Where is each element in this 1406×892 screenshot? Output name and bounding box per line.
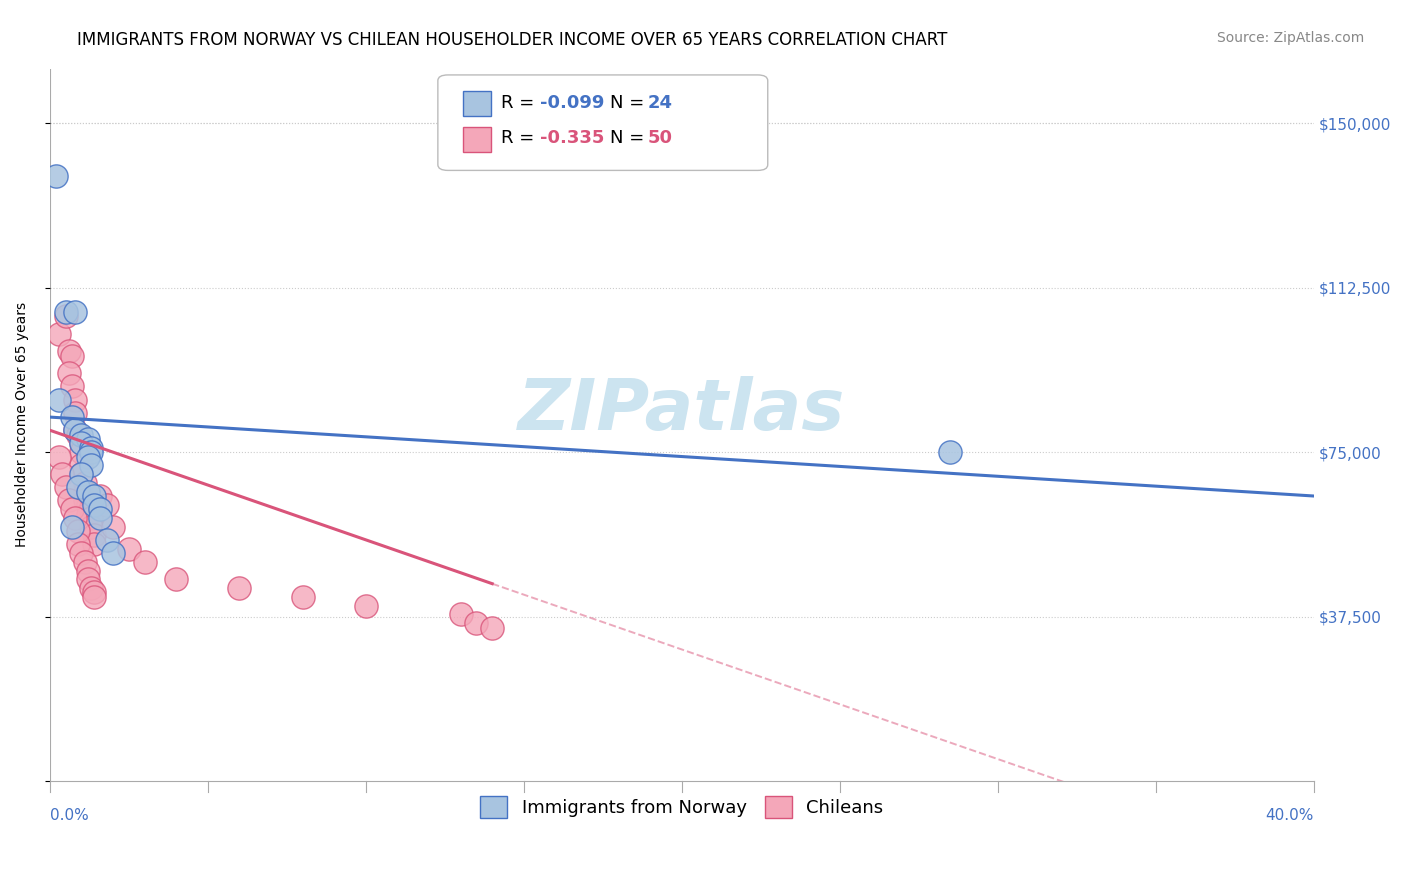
Point xyxy=(70,436,93,450)
FancyBboxPatch shape xyxy=(463,127,491,152)
Text: -0.099: -0.099 xyxy=(540,94,605,112)
Text: R =: R = xyxy=(501,94,540,112)
Point xyxy=(80,519,103,533)
Point xyxy=(63,423,86,437)
Point xyxy=(939,445,962,459)
Point xyxy=(76,564,98,578)
Point xyxy=(55,305,77,319)
Text: 0.0%: 0.0% xyxy=(49,808,89,823)
Point xyxy=(60,410,83,425)
Point xyxy=(60,379,83,393)
Point xyxy=(89,489,111,503)
Point xyxy=(55,310,77,324)
Point xyxy=(96,498,118,512)
Point xyxy=(76,507,98,521)
Point xyxy=(70,458,93,473)
Point xyxy=(83,590,105,604)
Point xyxy=(73,475,96,490)
Point xyxy=(96,533,118,547)
Point xyxy=(63,511,86,525)
Point xyxy=(76,484,98,499)
Point xyxy=(101,519,124,533)
Point xyxy=(89,502,111,516)
Point xyxy=(70,546,93,560)
Text: -0.335: -0.335 xyxy=(540,129,605,147)
Point xyxy=(55,480,77,494)
Point xyxy=(118,541,141,556)
Point xyxy=(165,572,187,586)
Text: 24: 24 xyxy=(648,94,672,112)
Point xyxy=(83,489,105,503)
Point xyxy=(465,616,488,631)
Point xyxy=(76,432,98,446)
Point xyxy=(73,493,96,508)
Point xyxy=(58,344,80,359)
FancyBboxPatch shape xyxy=(437,75,768,170)
Point xyxy=(70,436,93,450)
Point xyxy=(80,581,103,595)
Point xyxy=(80,511,103,525)
Point xyxy=(60,502,83,516)
Text: IMMIGRANTS FROM NORWAY VS CHILEAN HOUSEHOLDER INCOME OVER 65 YEARS CORRELATION C: IMMIGRANTS FROM NORWAY VS CHILEAN HOUSEH… xyxy=(77,31,948,49)
Point xyxy=(228,581,250,595)
Point xyxy=(73,484,96,499)
Point xyxy=(80,441,103,455)
Point xyxy=(63,423,86,437)
Point xyxy=(70,467,93,481)
Point xyxy=(291,590,314,604)
Point xyxy=(45,169,67,183)
Point xyxy=(76,572,98,586)
Point xyxy=(76,498,98,512)
Point xyxy=(134,555,156,569)
Point xyxy=(76,450,98,464)
Point xyxy=(58,493,80,508)
Point xyxy=(48,392,70,407)
Point xyxy=(83,528,105,542)
Point xyxy=(83,498,105,512)
Point xyxy=(89,511,111,525)
Text: N =: N = xyxy=(610,129,650,147)
Point xyxy=(63,406,86,420)
Point xyxy=(67,480,90,494)
Point xyxy=(63,392,86,407)
Text: ZIPatlas: ZIPatlas xyxy=(519,376,845,445)
Point xyxy=(67,524,90,538)
Point xyxy=(80,445,103,459)
Point xyxy=(83,585,105,599)
Text: R =: R = xyxy=(501,129,540,147)
Point xyxy=(70,467,93,481)
Point xyxy=(67,537,90,551)
Point xyxy=(80,458,103,473)
Point xyxy=(51,467,73,481)
Point xyxy=(48,450,70,464)
Point xyxy=(450,607,472,622)
Text: Source: ZipAtlas.com: Source: ZipAtlas.com xyxy=(1216,31,1364,45)
Point xyxy=(83,537,105,551)
Text: 50: 50 xyxy=(648,129,672,147)
Point xyxy=(67,427,90,442)
Text: 40.0%: 40.0% xyxy=(1265,808,1313,823)
Point xyxy=(60,519,83,533)
Point xyxy=(354,599,377,613)
Y-axis label: Householder Income Over 65 years: Householder Income Over 65 years xyxy=(15,302,30,548)
Point xyxy=(63,305,86,319)
Point xyxy=(48,326,70,341)
Legend: Immigrants from Norway, Chileans: Immigrants from Norway, Chileans xyxy=(472,789,890,825)
Point xyxy=(73,555,96,569)
Point xyxy=(481,621,503,635)
Text: N =: N = xyxy=(610,94,650,112)
FancyBboxPatch shape xyxy=(463,91,491,116)
Point xyxy=(60,349,83,363)
Point xyxy=(58,366,80,380)
Point xyxy=(70,445,93,459)
Point xyxy=(101,546,124,560)
Point xyxy=(70,427,93,442)
